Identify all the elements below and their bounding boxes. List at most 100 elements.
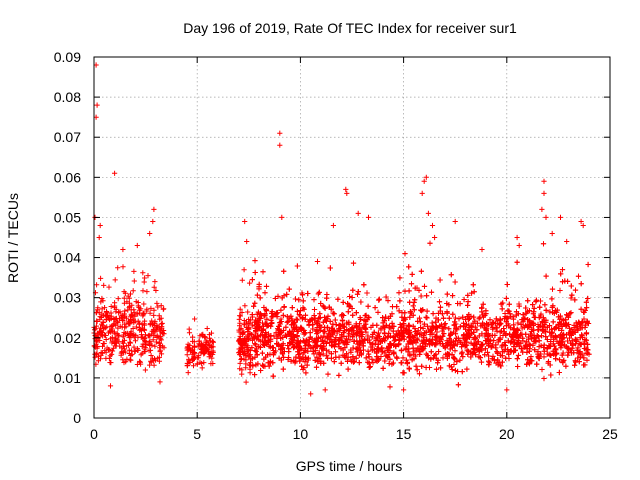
data-point — [262, 320, 268, 326]
data-point — [345, 328, 352, 334]
data-point — [321, 304, 327, 310]
data-point — [308, 391, 314, 397]
data-point — [400, 333, 406, 339]
data-point — [424, 293, 430, 299]
data-point — [261, 304, 267, 311]
data-point — [260, 326, 267, 332]
data-point — [421, 283, 428, 289]
data-point — [292, 360, 298, 366]
data-point — [515, 320, 521, 326]
data-point — [532, 338, 538, 344]
data-point — [514, 326, 520, 332]
data-point — [354, 338, 360, 344]
data-point — [397, 332, 403, 338]
data-point — [468, 354, 474, 360]
data-point — [296, 352, 302, 358]
data-point — [419, 363, 425, 369]
data-point — [157, 379, 163, 385]
data-point — [195, 355, 201, 361]
data-point — [451, 342, 457, 348]
chart-title: Day 196 of 2019, Rate Of TEC Index for r… — [183, 20, 517, 36]
data-point — [423, 314, 429, 320]
data-point — [133, 299, 139, 305]
data-point — [267, 351, 273, 357]
data-point — [154, 333, 160, 339]
data-point — [400, 321, 406, 327]
data-point — [313, 336, 319, 342]
data-point — [107, 353, 113, 359]
data-point — [578, 281, 584, 287]
data-point — [406, 366, 412, 372]
data-point — [160, 306, 166, 312]
data-point — [477, 355, 483, 361]
data-point — [499, 353, 505, 359]
data-point — [439, 324, 445, 330]
data-point — [289, 316, 295, 322]
data-point — [411, 307, 417, 313]
data-point — [519, 317, 525, 323]
data-point — [152, 343, 158, 349]
data-point — [369, 334, 375, 340]
data-point — [355, 210, 361, 216]
data-point — [108, 313, 114, 319]
data-point — [432, 334, 438, 340]
data-point — [403, 344, 409, 350]
data-point — [583, 331, 589, 337]
data-point — [537, 298, 544, 304]
data-point — [466, 312, 472, 318]
data-point — [353, 332, 360, 338]
data-point — [286, 286, 292, 292]
data-point — [330, 310, 336, 316]
data-point — [297, 308, 304, 314]
data-point — [253, 362, 259, 368]
data-point — [549, 296, 555, 302]
data-point — [158, 303, 164, 309]
data-point — [294, 308, 300, 314]
data-point — [120, 264, 126, 270]
data-point — [537, 304, 543, 310]
data-point — [243, 379, 249, 385]
data-point — [311, 297, 317, 303]
data-point — [246, 326, 252, 332]
data-point — [112, 331, 118, 337]
y-tick-label: 0.07 — [54, 129, 81, 145]
data-point — [264, 316, 270, 322]
data-point — [406, 322, 412, 328]
data-point — [520, 338, 526, 344]
data-point — [523, 323, 529, 329]
data-point — [140, 341, 146, 347]
data-point — [455, 382, 461, 388]
data-point — [190, 363, 197, 369]
data-point — [558, 345, 564, 351]
data-point — [575, 273, 582, 279]
data-point — [156, 340, 162, 346]
data-point — [360, 343, 366, 349]
data-point — [203, 338, 209, 344]
data-point — [158, 351, 165, 357]
data-point — [418, 324, 424, 331]
data-point — [453, 325, 459, 331]
data-point — [389, 323, 395, 329]
data-point — [278, 316, 284, 322]
x-tick-label: 25 — [602, 426, 618, 442]
axis-ticks: 0 5 10 15 20 25 0 0.01 0.02 0.03 0.04 0.05 0.06 0.07 0… — [54, 49, 618, 442]
data-point — [200, 333, 206, 339]
data-point — [442, 345, 448, 351]
data-point — [130, 288, 136, 294]
data-point — [572, 287, 579, 293]
data-point — [210, 339, 216, 345]
data-point — [127, 339, 133, 345]
data-point — [157, 345, 163, 351]
data-point — [501, 325, 507, 332]
data-point — [115, 332, 121, 338]
data-point — [550, 319, 556, 325]
data-point — [543, 307, 549, 313]
data-point — [129, 313, 135, 319]
data-point — [237, 352, 243, 358]
data-point — [560, 350, 566, 356]
data-point — [524, 361, 530, 367]
data-point — [429, 330, 435, 336]
data-point — [418, 308, 425, 314]
data-point — [99, 343, 106, 349]
data-point — [98, 299, 104, 305]
